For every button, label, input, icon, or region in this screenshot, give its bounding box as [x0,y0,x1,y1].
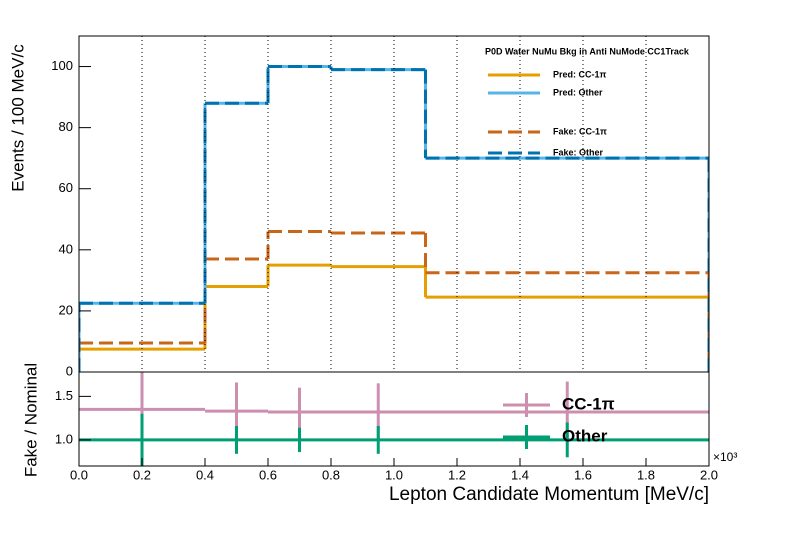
x-tick-label: 1.8 [637,467,655,482]
x-tick-label: 0.0 [70,467,88,482]
x-tick-label: 1.6 [574,467,592,482]
y-axis-label: Events / 100 MeV/c [8,44,27,192]
legend-label: Fake: CC-1π [553,126,607,136]
legend-label: Pred: CC-1π [553,69,607,79]
legend-label: Fake: Other [553,147,604,157]
x-tick-label: 1.2 [448,467,466,482]
x-tick-label: 0.6 [259,467,277,482]
y-tick-label: 40 [59,241,73,256]
legend-title: P0D Water NuMu Bkg in Anti NuMode CC1Tra… [485,46,690,56]
y-axis-label: Fake / Nominal [21,363,40,477]
plot-area [79,372,709,466]
y-tick-label: 20 [59,302,73,317]
y-tick-label: 100 [51,58,73,73]
x-tick-label: 2.0 [700,467,718,482]
x-tick-label: 0.2 [133,467,151,482]
x-axis-label: Lepton Candidate Momentum [MeV/c] [389,484,709,505]
y-tick-label: 80 [59,119,73,134]
y-tick-label: 60 [59,180,73,195]
y-tick-label: 0 [66,363,73,378]
y-tick-label: 1.0 [55,431,73,446]
x-tick-label: 1.0 [385,467,403,482]
legend-label: Other [562,426,608,445]
legend-label: Pred: Other [553,87,603,97]
x-tick-label: 1.4 [511,467,529,482]
x-tick-label: 0.4 [196,467,214,482]
plot-frame [78,371,710,467]
y-tick-label: 1.5 [55,388,73,403]
x-tick-label: 0.8 [322,467,340,482]
x-multiplier: ×10³ [713,450,737,464]
legend-label: CC-1π [562,394,615,413]
